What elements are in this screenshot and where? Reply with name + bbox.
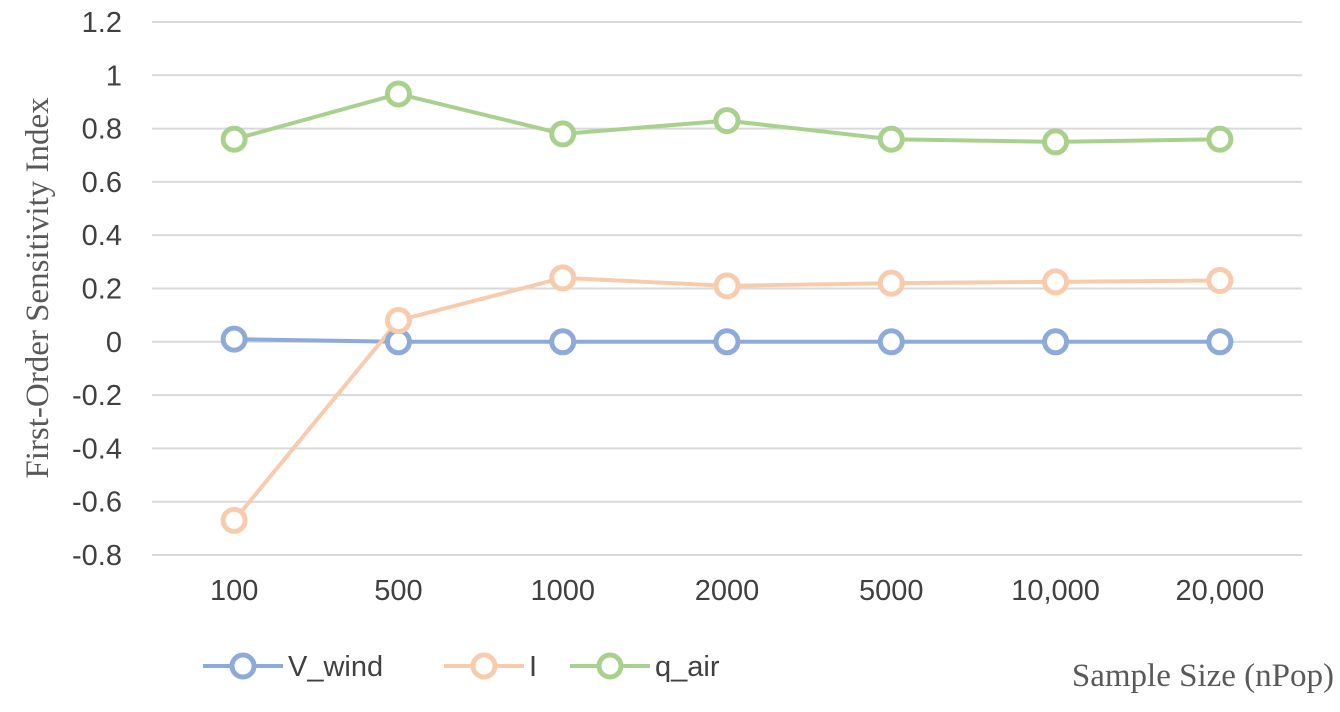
x-tick-label: 1000: [530, 575, 595, 607]
data-point-q-air: [384, 80, 412, 108]
legend-marker-q-air: [596, 652, 624, 680]
x-axis-tick-labels: 100 500 1000 2000 5000 10,000 20,000: [210, 575, 1264, 607]
y-tick-label: 0.2: [82, 274, 122, 306]
x-tick-label: 100: [210, 575, 258, 607]
data-point-i: [713, 272, 741, 300]
y-tick-label: 1: [106, 60, 122, 92]
legend-marker-v-wind: [229, 652, 257, 680]
data-point-i: [384, 306, 412, 334]
legend-item-v-wind: V_wind: [203, 651, 383, 683]
legend-label-q-air: q_air: [655, 651, 720, 683]
legend-marker-i: [470, 652, 498, 680]
data-point-q-air: [877, 125, 905, 153]
x-tick-label: 10,000: [1011, 575, 1100, 607]
y-axis-tick-labels: 1.2 1 0.8 0.6 0.4 0.2 0 -0.2 -0.4 -0.6 -0.8: [72, 7, 122, 572]
data-point-q-air: [1206, 125, 1234, 153]
data-point-i: [877, 269, 905, 297]
data-point-q-air: [1042, 128, 1070, 156]
y-tick-label: -0.8: [72, 540, 122, 572]
data-point-v-wind: [1206, 328, 1234, 356]
data-point-i: [549, 264, 577, 292]
data-point-v-wind: [220, 325, 248, 353]
x-tick-label: 20,000: [1176, 575, 1265, 607]
y-tick-label: -0.6: [72, 487, 122, 519]
x-axis-title: Sample Size (nPop): [1072, 658, 1334, 694]
x-tick-label: 500: [374, 575, 422, 607]
y-tick-label: -0.2: [72, 380, 122, 412]
legend-label-i: I: [529, 651, 537, 683]
legend-item-i: I: [444, 651, 537, 683]
data-point-i: [1206, 267, 1234, 295]
x-tick-label: 2000: [695, 575, 760, 607]
data-point-q-air: [713, 107, 741, 135]
legend-item-q-air: q_air: [570, 651, 720, 683]
y-tick-label: -0.4: [72, 433, 122, 465]
y-axis-title: First-Order Sensitivity Index: [20, 97, 56, 479]
series-lines: [232, 91, 1220, 522]
data-point-q-air: [220, 125, 248, 153]
data-point-v-wind: [713, 328, 741, 356]
data-point-v-wind: [1042, 328, 1070, 356]
y-tick-label: 1.2: [82, 7, 122, 39]
data-point-i: [220, 506, 248, 534]
y-tick-label: 0.4: [82, 220, 122, 252]
y-tick-label: 0: [106, 327, 122, 359]
data-point-v-wind: [877, 328, 905, 356]
y-tick-label: 0.8: [82, 114, 122, 146]
series-line-i: [232, 275, 1220, 522]
data-point-v-wind: [549, 328, 577, 356]
data-point-v-wind: [384, 328, 412, 356]
series-markers: [220, 80, 1234, 534]
data-point-i: [1042, 268, 1070, 296]
data-point-q-air: [549, 120, 577, 148]
y-tick-label: 0.6: [82, 167, 122, 199]
x-tick-label: 5000: [859, 575, 924, 607]
legend-label-v-wind: V_wind: [288, 651, 383, 683]
